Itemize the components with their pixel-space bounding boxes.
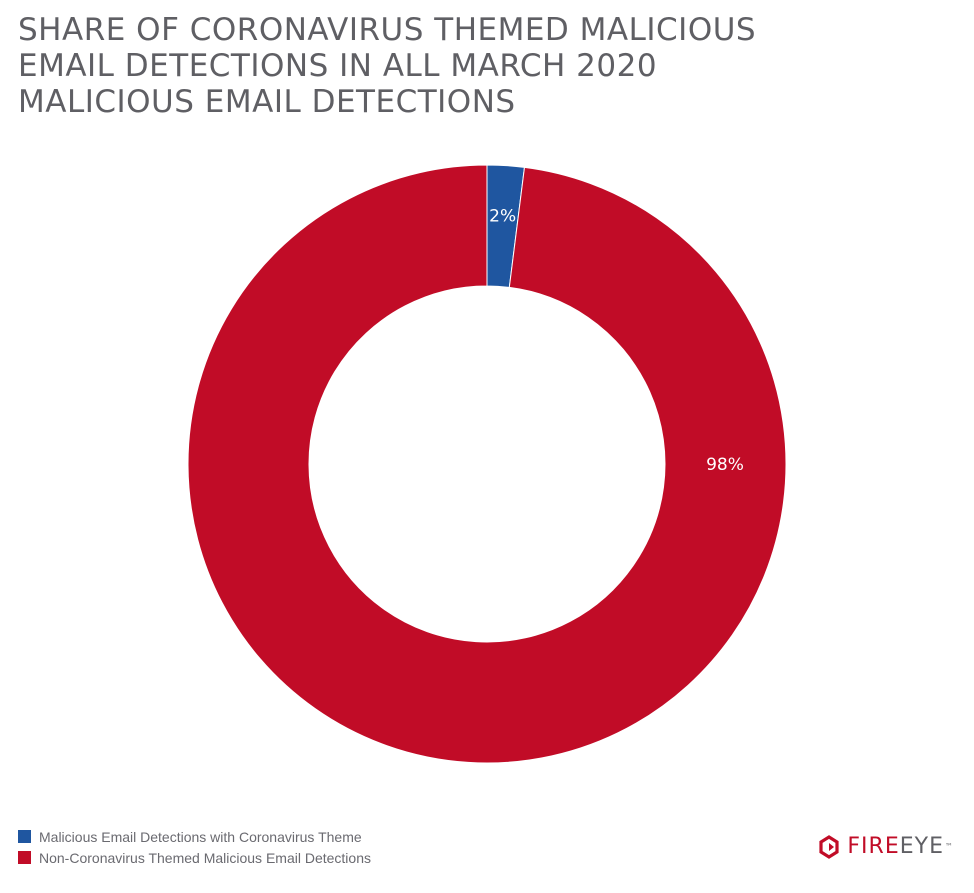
donut-slice-non-coronavirus [187,164,787,764]
legend-swatch-non-coronavirus [18,851,31,864]
fireeye-logo-icon [819,834,840,859]
fireeye-logo-fire: FIRE [847,834,900,859]
legend-swatch-coronavirus [18,830,31,843]
data-label-coronavirus: 2% [489,206,516,226]
chart-title-line-2: EMAIL DETECTIONS IN ALL MARCH 2020 [18,48,658,84]
fireeye-logo: FIRE EYE ™ [817,834,954,859]
legend-label-coronavirus: Malicious Email Detections with Coronavi… [39,828,362,845]
data-label-non-coronavirus: 98% [706,455,744,475]
legend-item-non-coronavirus: Non-Coronavirus Themed Malicious Email D… [18,847,371,868]
legend-item-coronavirus: Malicious Email Detections with Coronavi… [18,826,371,847]
legend-label-non-coronavirus: Non-Coronavirus Themed Malicious Email D… [39,849,371,866]
chart-title-line-3: MALICIOUS EMAIL DETECTIONS [18,84,516,120]
chart-title: SHARE OF CORONAVIRUS THEMED MALICIOUS EM… [18,12,938,120]
fireeye-logo-trademark: ™ [945,842,954,851]
chart-title-line-1: SHARE OF CORONAVIRUS THEMED MALICIOUS [18,12,757,48]
fireeye-logo-eye: EYE [899,834,944,859]
legend: Malicious Email Detections with Coronavi… [18,826,371,868]
